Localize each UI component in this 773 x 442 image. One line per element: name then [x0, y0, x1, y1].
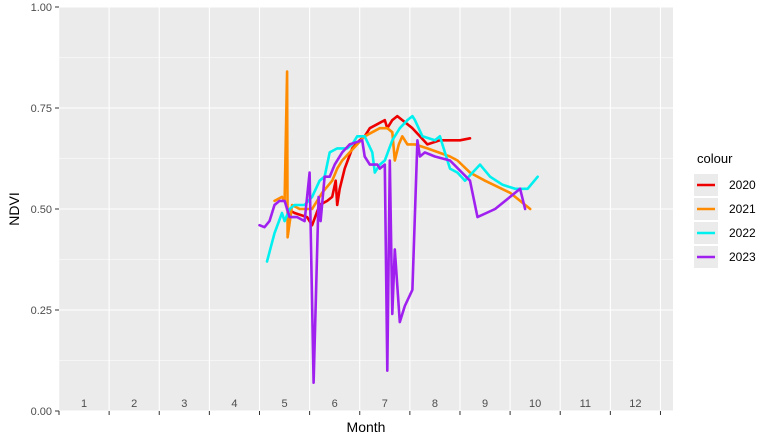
- x-tick-label: 9: [482, 398, 488, 410]
- series-line-2021: [273, 70, 532, 239]
- y-tick-label: 0.25: [31, 305, 52, 317]
- legend-label-2020: 2020: [729, 178, 756, 192]
- legend-label-2021: 2021: [729, 202, 756, 216]
- x-tick-label: 10: [529, 398, 541, 410]
- x-tick-label: 7: [382, 398, 388, 410]
- axes: 0.000.250.500.751.001 2 3 4 5 6 7 8 9 10 11 12: [31, 2, 661, 418]
- y-tick-label: 0.75: [31, 103, 52, 115]
- x-tick-label: 12: [629, 398, 641, 410]
- y-axis-title: NDVI: [6, 192, 22, 225]
- x-tick-label: 1: [81, 398, 87, 410]
- y-tick-label: 0.00: [31, 406, 52, 418]
- series-line-2023: [258, 139, 527, 384]
- y-tick-label: 1.00: [31, 2, 52, 14]
- x-axis-title: Month: [347, 419, 386, 435]
- series-lines: [258, 70, 539, 384]
- legend-label-2022: 2022: [729, 226, 756, 240]
- x-tick-label: 11: [580, 398, 591, 410]
- x-tick-label: 3: [181, 398, 187, 410]
- x-tick-label: 8: [432, 398, 438, 410]
- y-tick-label: 0.50: [31, 204, 52, 216]
- series-line-2022: [265, 114, 539, 263]
- legend-title: colour: [697, 151, 733, 166]
- x-tick-label: 2: [131, 398, 137, 410]
- legend-label-2023: 2023: [729, 250, 756, 264]
- x-tick-label: 4: [231, 398, 237, 410]
- x-tick-label: 6: [332, 398, 338, 410]
- x-tick-label: 5: [281, 398, 287, 410]
- legend: colour 2020 2021 2022 2023: [694, 151, 756, 268]
